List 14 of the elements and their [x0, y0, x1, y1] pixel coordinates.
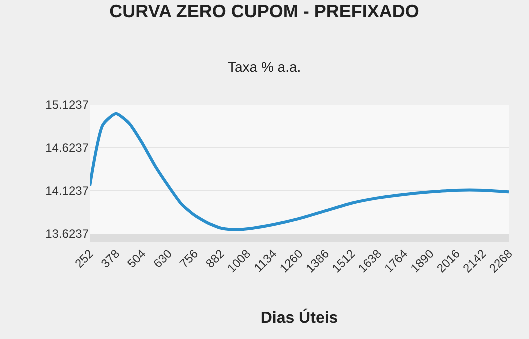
chart-title: CURVA ZERO CUPOM - PREFIXADO	[110, 2, 420, 22]
chart-subtitle: Taxa % a.a.	[228, 59, 302, 75]
x-tick-label: 882	[203, 246, 228, 271]
x-tick-label: 630	[150, 246, 176, 271]
y-tick-label: 14.6237	[46, 141, 90, 156]
x-tick-label: 378	[98, 246, 123, 271]
x-tick-label: 504	[124, 246, 149, 271]
y-tick-label: 15.1237	[46, 98, 90, 112]
line-series	[90, 112, 509, 232]
y-tick-label: 13.6237	[46, 227, 90, 242]
x-tick-label: 756	[177, 246, 202, 271]
x-axis-title: Dias Úteis	[260, 308, 338, 327]
x-tick-label: 252	[72, 246, 97, 271]
y-tick-label: 14.1237	[46, 184, 90, 198]
